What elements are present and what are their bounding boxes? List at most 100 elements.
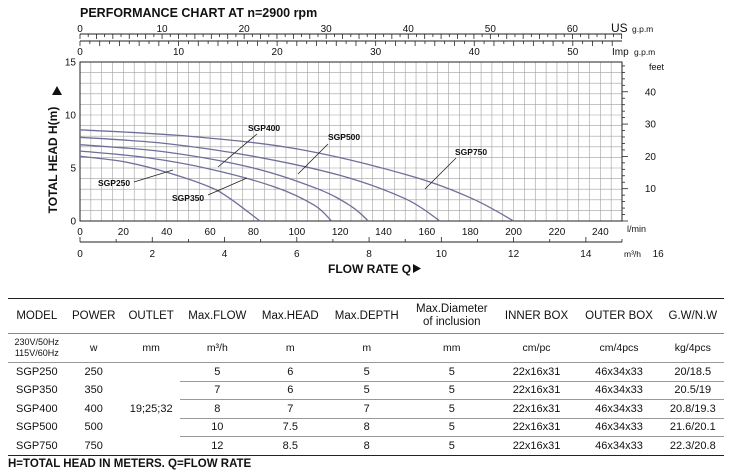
table-cell: SGP400 (15, 402, 58, 415)
table-cell: 46x34x33 (576, 381, 662, 400)
top-imp-axis-tick-label: 30 (370, 47, 382, 58)
table-cell: 10 (180, 418, 255, 437)
table-header-cell: Max.DEPTH (326, 298, 407, 334)
top-us-axis-tick-label: 50 (485, 24, 497, 35)
bottom-m3h-tick-label: 8 (366, 249, 372, 260)
bottom-m3h-tick-label: 16 (653, 249, 665, 260)
series-label-sgp400: SGP400 (248, 123, 280, 133)
table-cell: 6 (254, 381, 327, 400)
table-cell: 22x16x31 (496, 418, 577, 437)
table-cell: 22x16x31 (496, 436, 577, 456)
left-m-tick-label: 15 (65, 58, 77, 69)
bottom-lpm-unit: l/min (627, 224, 646, 234)
table-cell: 5 (326, 362, 407, 382)
curve-sgp350 (79, 150, 332, 222)
table-cell: 21.6/20.1 (661, 418, 724, 437)
top-imp-suffix: g.p.m (634, 47, 655, 57)
bottom-lpm-tick-label: 200 (505, 227, 522, 238)
table-cell: SGP500 (15, 421, 58, 434)
table-units-row: 230V/50Hz 115V/60Hz w mm m³/h m m mm cm/pc cm/4p… (8, 333, 724, 363)
table-row: SGP500 500 10 7.5 8 5 22x16x31 46x34x33 21.6/20.… (8, 418, 724, 437)
bottom-lpm-tick-label: 100 (288, 227, 305, 238)
bottom-m3h-tick-label: 6 (294, 249, 300, 260)
specification-table: MODEL POWER OUTLET Max.FLOW Max.HEAD Max.DEPT… (8, 298, 724, 456)
table-header-cell: Max.HEAD (254, 298, 327, 334)
performance-chart: PERFORMANCE CHART AT n=2900 rpm 0 10 20 30 4… (46, 6, 665, 276)
table-header-cell: OUTLET (121, 298, 181, 334)
y-axis-title: TOTAL HEAD H(m) (46, 107, 60, 214)
table-cell: 750 (65, 436, 122, 456)
right-feet-tick-label: 20 (645, 152, 657, 163)
table-cell: SGP250 (15, 366, 58, 378)
top-us-axis-tick-label: 10 (157, 24, 169, 35)
table-cell: 8.5 (254, 436, 327, 456)
table-unit-cell: mm (406, 333, 497, 363)
footer-note: H=TOTAL HEAD IN METERS. Q=FLOW RATE (8, 458, 252, 470)
table-cell: 22x16x31 (496, 362, 577, 382)
y-axis-arrow-icon (52, 86, 62, 95)
bottom-m3h-tick-label: 12 (508, 249, 520, 260)
table-cell: 6 (254, 362, 327, 382)
bottom-lpm-tick-label: 160 (419, 227, 436, 238)
bottom-lpm-tick-label: 120 (332, 227, 349, 238)
bottom-lpm-tick-label: 180 (462, 227, 479, 238)
table-cell: 5 (406, 362, 497, 382)
table-header-cell: POWER (65, 298, 122, 334)
table-unit-cell: kg/4pcs (661, 333, 724, 363)
table-row: SGP400 400 8 7 7 5 22x16x31 46x34x33 20.8/19.3 (8, 399, 724, 419)
table-cell: 8 (180, 399, 255, 419)
table-cell: 22.3/20.8 (661, 436, 724, 456)
table-cell: 8 (326, 418, 407, 437)
table-cell: 46x34x33 (576, 418, 662, 437)
table-cell: 7 (326, 399, 407, 419)
table-cell: 22x16x31 (496, 399, 577, 419)
bottom-m3h-unit: m³/h (624, 249, 641, 259)
x-axis-title: FLOW RATE Q (328, 262, 411, 276)
chart-curves (79, 129, 514, 222)
table-cell: SGP350 (15, 384, 58, 397)
left-m-tick-label: 0 (70, 217, 76, 228)
table-row: SGP750 750 12 8.5 8 5 22x16x31 46x34x33 22.3/20.… (8, 436, 724, 456)
curve-sgp750 (79, 129, 514, 222)
top-us-axis-tick-label: 20 (239, 24, 251, 35)
series-label-sgp500: SGP500 (328, 132, 360, 142)
table-cell: 400 (84, 402, 103, 415)
table-cell: SGP750 (8, 436, 66, 456)
table-cell: 20.5/19 (661, 381, 724, 400)
table-unit-cell: m (254, 333, 327, 363)
bottom-m3h-tick-label: 2 (149, 249, 155, 260)
bottom-lpm-tick-label: 140 (375, 227, 392, 238)
table-header-cell: G.W/N.W (661, 298, 724, 334)
table-cell: 46x34x33 (576, 436, 662, 456)
table-cell: 7 (254, 399, 327, 419)
series-label-leader (133, 169, 174, 183)
table-row: SGP250 250 19;25;32 5 6 5 5 22x16x31 46x34x33 20/… (8, 362, 724, 456)
top-us-suffix: g.p.m (632, 24, 653, 34)
top-imp-axis-tick-label: 10 (173, 47, 185, 58)
table-header-cell: Max.FLOW (180, 298, 255, 334)
series-label-sgp350: SGP350 (172, 193, 204, 203)
table-cell: 500 (84, 421, 103, 434)
outlet-cell: 19;25;32 (121, 362, 181, 456)
table-header-cell: OUTER BOX (576, 298, 662, 334)
top-us-axis-tick-label: 40 (403, 24, 415, 35)
curve-sgp250 (79, 155, 261, 222)
top-us-axis-tick-label: 60 (567, 24, 579, 35)
table-unit-cell: m (326, 333, 407, 363)
top-imp-axis-tick-label: 20 (272, 47, 284, 58)
top-us-axis-tick-label: 0 (77, 24, 83, 35)
table-cell: 5 (406, 418, 497, 437)
bottom-lpm-tick-label: 20 (118, 227, 130, 238)
series-label-leader (207, 177, 248, 196)
bottom-lpm-tick-label: 60 (205, 227, 217, 238)
series-label-sgp250: SGP250 (98, 178, 130, 188)
table-unit-cell: cm/pc (496, 333, 577, 363)
left-m-tick-label: 10 (65, 111, 77, 122)
right-feet-tick-label: 40 (645, 87, 657, 98)
chart-series-labels: SGP250 SGP350 SGP400 SGP500 SGP750 (98, 123, 487, 203)
series-label-leader (297, 143, 329, 175)
curve-sgp400 (79, 144, 369, 222)
table-cell: 5 (406, 399, 497, 419)
chart-grid (79, 61, 623, 222)
series-label-sgp750: SGP750 (455, 147, 487, 157)
